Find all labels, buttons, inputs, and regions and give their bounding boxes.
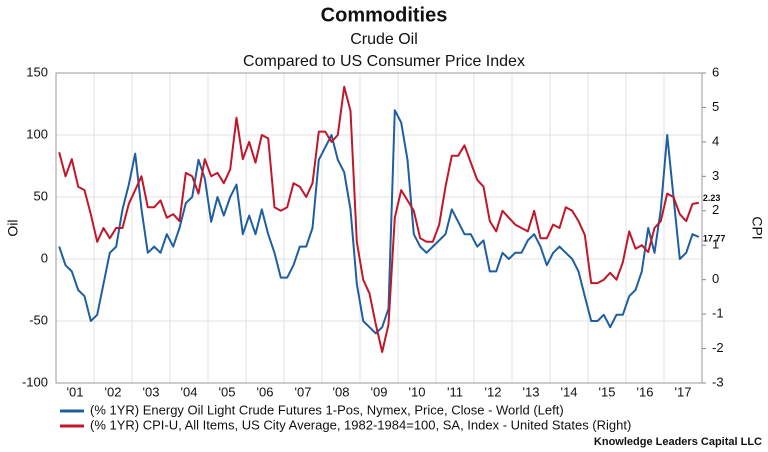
x-tick-label: '02 bbox=[105, 384, 122, 399]
y-tick-label: 100 bbox=[26, 126, 48, 141]
x-tick-label: '15 bbox=[599, 384, 616, 399]
x-tick-label: '14 bbox=[561, 384, 578, 399]
series-line bbox=[58, 85, 699, 353]
x-tick-label: '06 bbox=[257, 384, 274, 399]
y-tick-label: 150 bbox=[26, 64, 48, 79]
x-tick-label: '17 bbox=[675, 384, 692, 399]
x-tick-label: '10 bbox=[409, 384, 426, 399]
chart-subtitle: Crude Oil bbox=[350, 31, 418, 48]
x-tick-label: '11 bbox=[447, 384, 463, 399]
y2-tick-label: 5 bbox=[712, 99, 719, 114]
y2-tick-label: -3 bbox=[712, 374, 724, 389]
chart-subtitle: Compared to US Consumer Price Index bbox=[243, 53, 525, 70]
legend-label: (% 1YR) CPI-U, All Items, US City Averag… bbox=[90, 417, 631, 432]
x-tick-label: '09 bbox=[371, 384, 388, 399]
y2-tick-label: 1 bbox=[712, 237, 719, 252]
series-line bbox=[58, 109, 700, 335]
source: Knowledge Leaders Capital LLC bbox=[594, 436, 762, 448]
y-tick-label: -50 bbox=[29, 312, 48, 327]
y-tick-label: 0 bbox=[41, 250, 48, 265]
y-tick-label: -100 bbox=[22, 374, 48, 389]
y2-tick-label: 4 bbox=[712, 133, 719, 148]
x-tick-label: '13 bbox=[523, 384, 540, 399]
value-label: 2.23 bbox=[703, 193, 721, 203]
x-tick-label: '05 bbox=[219, 384, 236, 399]
x-tick-label: '03 bbox=[143, 384, 160, 399]
y2-tick-label: -1 bbox=[712, 306, 724, 321]
chart-title: Commodities bbox=[321, 4, 448, 26]
y2-tick-label: -2 bbox=[712, 340, 724, 355]
plot-frame bbox=[55, 72, 703, 384]
y2-tick-label: 0 bbox=[712, 271, 719, 286]
y2-tick-label: 2 bbox=[712, 202, 719, 217]
value-label: 17.77 bbox=[703, 233, 726, 243]
x-tick-label: '08 bbox=[333, 384, 350, 399]
y-axis-label: Oil bbox=[5, 219, 21, 236]
y2-axis-label: CPI bbox=[749, 216, 765, 239]
y2-tick-label: 6 bbox=[712, 64, 719, 79]
legend-label: (% 1YR) Energy Oil Light Crude Futures 1… bbox=[90, 402, 564, 417]
x-tick-label: '01 bbox=[67, 384, 84, 399]
x-tick-label: '12 bbox=[485, 384, 502, 399]
x-tick-label: '04 bbox=[181, 384, 198, 399]
x-tick-label: '07 bbox=[295, 384, 312, 399]
y-tick-label: 50 bbox=[34, 188, 48, 203]
x-tick-label: '16 bbox=[637, 384, 654, 399]
y2-tick-label: 3 bbox=[712, 168, 719, 183]
